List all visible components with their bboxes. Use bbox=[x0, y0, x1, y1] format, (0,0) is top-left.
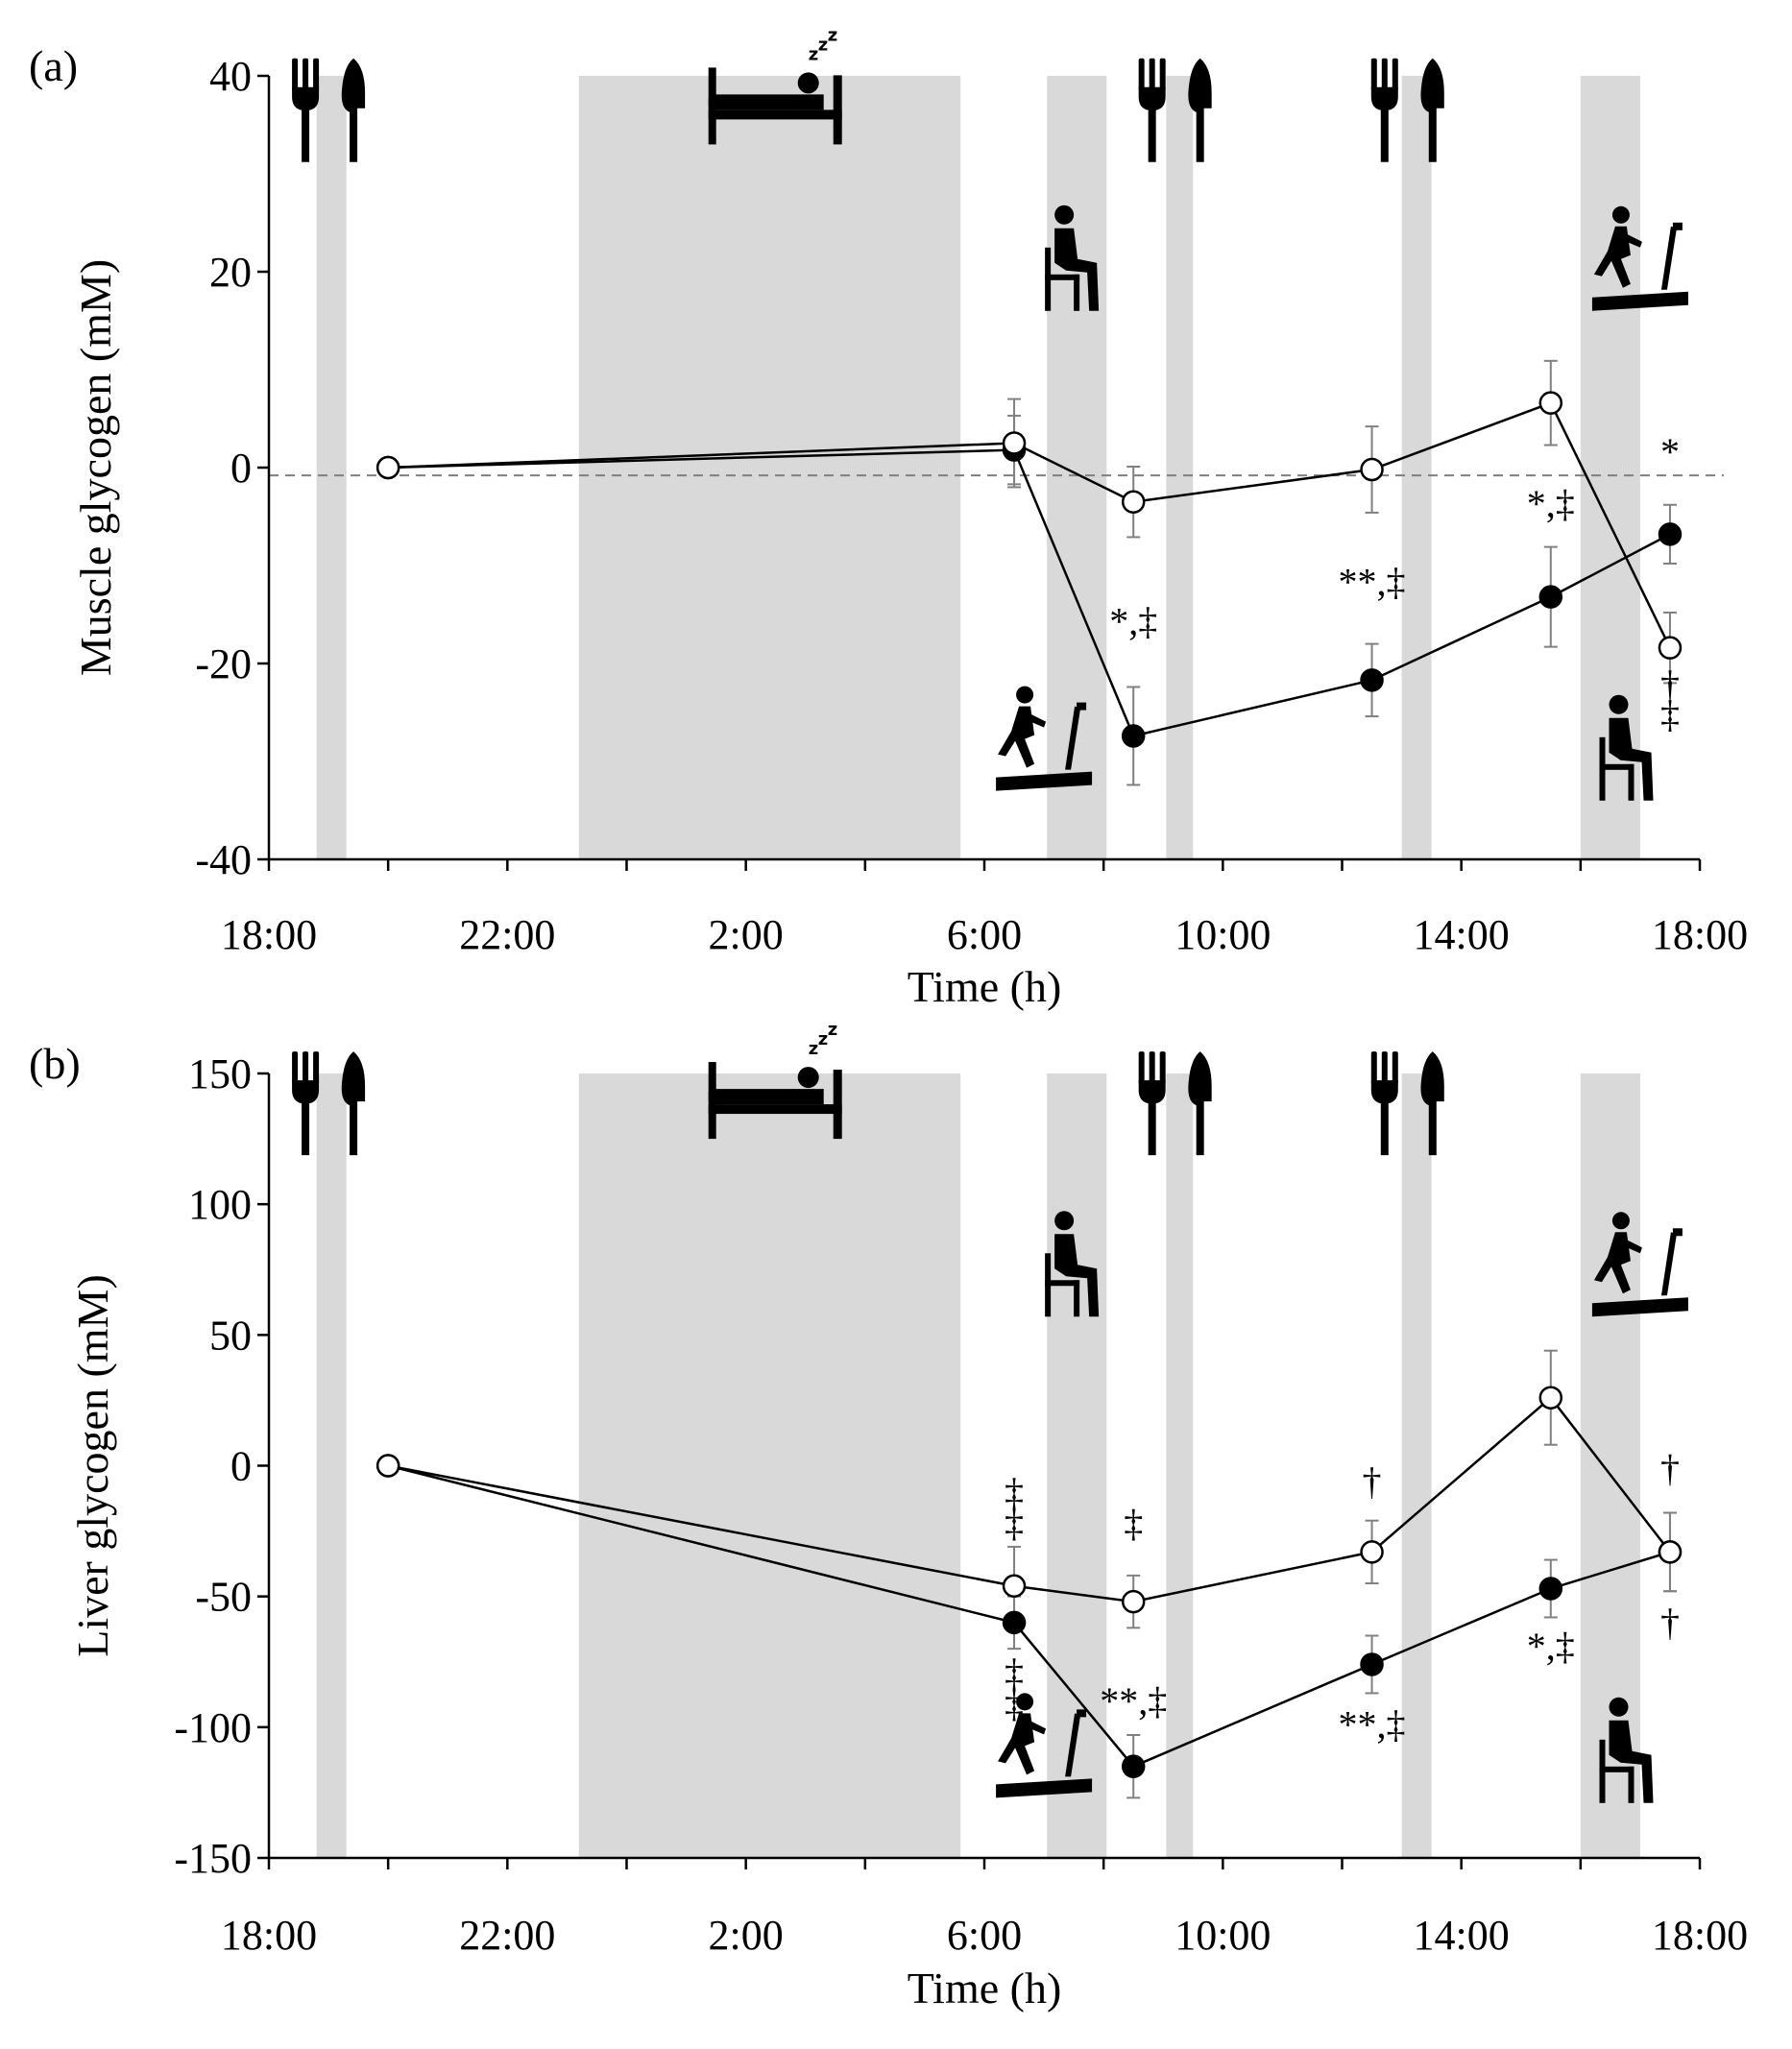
chart-panel-a: 40 20 0 -20 -40 18:00 22:00 2:00 6:00 10:00 14:00 1… bbox=[29, 25, 1748, 1011]
data-point-filled bbox=[1538, 585, 1563, 609]
series-line-open bbox=[388, 401, 1672, 649]
data-point-open bbox=[1360, 457, 1384, 482]
x-tick-label: 18:00 bbox=[1652, 911, 1748, 958]
significance-marker: ‡ bbox=[1005, 1502, 1024, 1545]
x-tick-label: 2:00 bbox=[709, 911, 784, 958]
x-tick-label: 18:00 bbox=[221, 911, 317, 958]
data-point-open bbox=[1538, 391, 1563, 415]
data-point-open bbox=[1002, 431, 1027, 455]
y-tick-label: 20 bbox=[209, 249, 252, 296]
y-tick-label: -50 bbox=[195, 1574, 252, 1621]
x-tick-label: 18:00 bbox=[1652, 1912, 1748, 1959]
significance-marker: † bbox=[1660, 663, 1680, 707]
significance-marker: *,‡ bbox=[1109, 599, 1157, 642]
significance-marker: † bbox=[1660, 1447, 1680, 1490]
significance-marker: * bbox=[1660, 430, 1680, 473]
significance-marker: † bbox=[1363, 1459, 1382, 1503]
shaded-period bbox=[1166, 76, 1194, 859]
shaded-period bbox=[1401, 1073, 1432, 1858]
data-point-filled bbox=[1658, 522, 1683, 546]
y-tick-label: 0 bbox=[230, 445, 252, 492]
series-line-open bbox=[387, 1395, 1671, 1603]
x-tick-label: 14:00 bbox=[1414, 911, 1510, 958]
x-tick-label: 10:00 bbox=[1174, 1912, 1271, 1959]
data-point-open bbox=[1360, 1540, 1384, 1564]
data-point-open bbox=[1121, 490, 1146, 514]
y-axis-title: Liver glycogen (mM) bbox=[68, 1274, 117, 1657]
shaded-period bbox=[1166, 1073, 1194, 1858]
data-point-filled bbox=[1121, 724, 1146, 748]
significance-marker: *,‡ bbox=[1527, 482, 1575, 525]
panel-label: (b) bbox=[29, 1039, 81, 1088]
data-point-open bbox=[1658, 1540, 1683, 1564]
significance-marker: ‡ bbox=[1124, 1502, 1143, 1545]
y-tick-label: -40 bbox=[195, 836, 252, 883]
significance-marker: ‡ bbox=[1660, 692, 1680, 735]
x-tick-label: 6:00 bbox=[947, 911, 1022, 958]
data-point-open bbox=[1002, 1574, 1027, 1599]
shaded-period bbox=[316, 76, 347, 859]
significance-marker: ‡ bbox=[1005, 1470, 1024, 1513]
y-tick-label: -150 bbox=[174, 1835, 252, 1882]
x-tick-label: 10:00 bbox=[1174, 911, 1271, 958]
significance-marker: † bbox=[1660, 1602, 1680, 1645]
data-point-filled bbox=[1360, 668, 1384, 692]
data-point-filled bbox=[1360, 1652, 1384, 1676]
significance-marker: **,‡ bbox=[1339, 1703, 1406, 1747]
x-axis-title: Time (h) bbox=[908, 1964, 1062, 2013]
data-point-filled bbox=[1121, 1754, 1146, 1778]
x-axis-title: Time (h) bbox=[908, 962, 1062, 1011]
y-tick-label: -100 bbox=[174, 1704, 252, 1751]
significance-marker: **,‡ bbox=[1339, 561, 1406, 604]
y-tick-label: 0 bbox=[230, 1443, 252, 1490]
significance-marker: ‡ bbox=[1005, 1651, 1024, 1694]
shaded-period bbox=[316, 1073, 347, 1858]
data-point-filled bbox=[1002, 1610, 1027, 1635]
chart-panel-b: 150 100 50 0 -50 -100 -150 18:00 22:00 2:00 6:00 10… bbox=[29, 1020, 1748, 2013]
significance-marker: *,‡ bbox=[1527, 1625, 1575, 1668]
series-line-filled bbox=[388, 448, 1671, 737]
x-tick-label: 6:00 bbox=[947, 1912, 1022, 1959]
shaded-period bbox=[1401, 76, 1432, 859]
data-point-open bbox=[375, 455, 400, 480]
data-point-filled bbox=[1538, 1577, 1563, 1601]
x-tick-label: 22:00 bbox=[459, 911, 555, 958]
data-point-open bbox=[1658, 636, 1683, 660]
y-tick-label: 40 bbox=[209, 53, 252, 100]
x-tick-label: 18:00 bbox=[221, 1912, 317, 1959]
significance-marker: **,‡ bbox=[1100, 1679, 1167, 1723]
x-tick-label: 14:00 bbox=[1414, 1912, 1510, 1959]
shaded-period bbox=[1047, 1073, 1107, 1858]
panel-label: (a) bbox=[29, 41, 78, 90]
y-tick-label: 50 bbox=[209, 1312, 252, 1359]
shaded-period bbox=[578, 1073, 961, 1858]
y-tick-label: 150 bbox=[188, 1050, 252, 1097]
shaded-period bbox=[578, 76, 961, 859]
y-tick-label: 100 bbox=[188, 1181, 252, 1228]
shaded-period bbox=[1047, 76, 1107, 859]
x-tick-label: 22:00 bbox=[459, 1912, 555, 1959]
data-point-open bbox=[1538, 1386, 1563, 1410]
y-axis-title: Muscle glycogen (mM) bbox=[71, 259, 120, 676]
y-tick-label: -20 bbox=[195, 640, 252, 687]
data-point-open bbox=[1121, 1589, 1146, 1614]
significance-marker: ‡ bbox=[1005, 1682, 1024, 1725]
data-point-open bbox=[375, 1454, 400, 1478]
x-tick-label: 2:00 bbox=[709, 1912, 784, 1959]
series-line-filled bbox=[387, 1464, 1671, 1769]
